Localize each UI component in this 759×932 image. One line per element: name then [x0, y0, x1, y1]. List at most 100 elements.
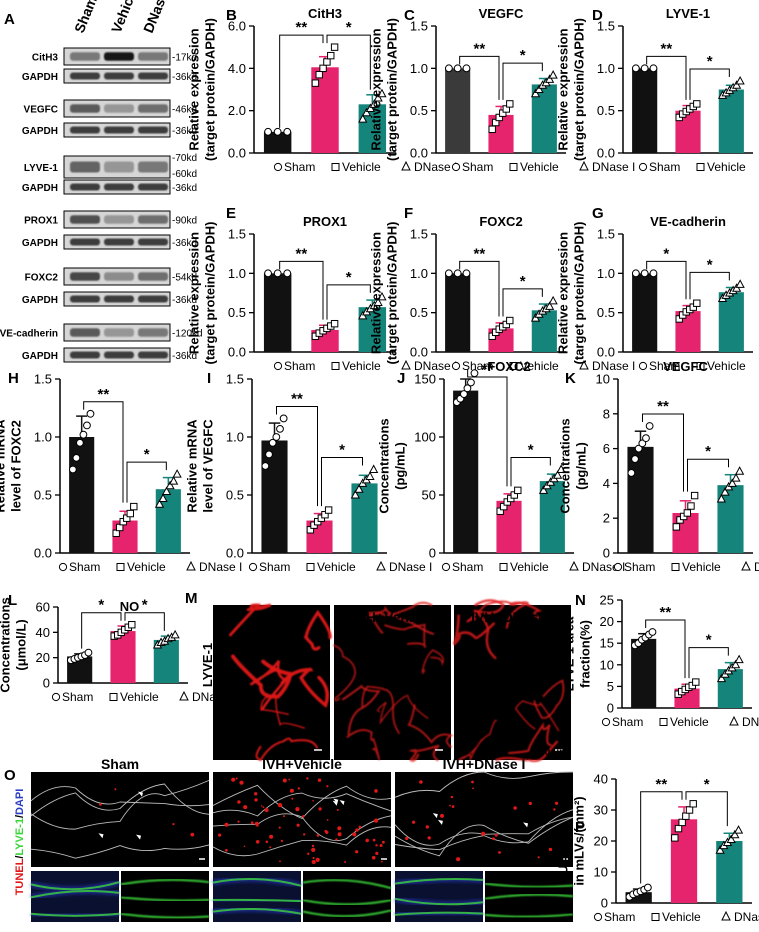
- data-point: [690, 491, 699, 500]
- tunel-dot: [254, 798, 258, 802]
- significance-bracket: [646, 55, 687, 100]
- bar-sham: [632, 68, 658, 153]
- data-point: [444, 64, 453, 73]
- data-point: [730, 829, 740, 839]
- data-point: [548, 295, 558, 305]
- legend-label: Sham: [452, 560, 483, 574]
- fluorescence-image: [334, 605, 451, 760]
- bar-dnase-i: [718, 89, 744, 153]
- y-tick-label: 20: [600, 614, 614, 629]
- legend-symbol-vehicle: [696, 163, 705, 171]
- blot-size-label: -36kd: [172, 295, 197, 306]
- legend-symbol-dnase: [729, 715, 739, 726]
- significance-mark: *: [706, 632, 712, 649]
- side-label-part: DAPI: [14, 789, 26, 815]
- legend-label: Sham: [604, 910, 635, 924]
- blot-band: [70, 183, 100, 191]
- chart-title: CitH3: [308, 6, 342, 21]
- data-point: [733, 825, 744, 834]
- data-point: [453, 269, 462, 278]
- data-point: [165, 480, 175, 490]
- legend-label: Vehicle: [670, 715, 709, 729]
- blot-size-label: -36kd: [172, 351, 197, 362]
- chart-p: P010203040TUNEL⁺ cellsin mLVs/(mm²)***Sh…: [556, 772, 759, 925]
- y-tick-label: 0.0: [226, 546, 244, 561]
- data-point: [470, 369, 479, 378]
- data-point: [638, 439, 647, 448]
- legend-symbol-sham: [638, 162, 648, 172]
- legend-label: Sham: [612, 715, 643, 729]
- legend-symbol-vehicle: [499, 563, 508, 571]
- legend-label: DNase I: [754, 560, 759, 574]
- y-tick-label: 150: [414, 372, 436, 387]
- blot-protein-label: LYVE-1: [24, 163, 59, 174]
- fluorescence-image: [454, 605, 571, 760]
- tunel-dot: [372, 838, 376, 842]
- y-axis-label: Relative mRNA: [0, 419, 7, 513]
- tunel-dot: [381, 860, 383, 863]
- data-point: [272, 433, 281, 441]
- vessel-path: [466, 600, 529, 623]
- tunel-dot: [311, 844, 315, 848]
- panel-label: H: [8, 370, 19, 387]
- y-axis-label: (pg/mL): [392, 442, 407, 490]
- blot-band: [70, 295, 100, 303]
- vessel-path: [229, 603, 272, 637]
- legend-label: Vehicle: [520, 359, 559, 373]
- tunel-dot: [326, 785, 329, 788]
- y-axis-label: (target protein/GAPDH): [202, 222, 217, 365]
- data-point: [460, 390, 468, 398]
- tunel-dot: [344, 861, 347, 863]
- blot-band: [104, 104, 134, 113]
- image-title: IVH+DNase I: [443, 756, 526, 772]
- western-blot-panel: A Sham Vehicle DNase I CitH3 -17kd GAPDH -36kd V…: [0, 0, 203, 363]
- blot-protein-label: GAPDH: [22, 126, 58, 137]
- tunel-dot: [528, 801, 532, 806]
- data-point: [76, 438, 84, 447]
- vessel-path: [255, 737, 318, 762]
- vessel-path: [249, 660, 288, 711]
- legend-label: Sham: [462, 160, 493, 174]
- side-label-part: /: [14, 815, 26, 818]
- y-axis-label: Concentrations: [558, 418, 573, 513]
- tunel-dot: [425, 825, 429, 829]
- data-point: [672, 523, 681, 531]
- blot-band: [70, 52, 100, 61]
- tunel-dot: [355, 828, 359, 832]
- tunel-dot: [237, 800, 241, 804]
- y-tick-label: 1.5: [410, 19, 428, 34]
- significance-bracket: [640, 791, 683, 884]
- arrowhead: [437, 819, 443, 825]
- data-point: [726, 834, 736, 843]
- tunel-dot: [481, 831, 486, 836]
- y-axis-label: Relative expression: [368, 28, 383, 150]
- bar-dnase-i: [155, 489, 181, 553]
- tunel-dot: [269, 834, 274, 839]
- legend-label: Vehicle: [520, 160, 559, 174]
- chart-i: I 0.0 0.5 1.0 1.5 Relative mRNA level of VEGFC…: [184, 370, 432, 574]
- legend-symbol-vehicle: [509, 163, 518, 171]
- blot-size-label: -36kd: [172, 72, 197, 83]
- image-title: IVH+Vehicle: [353, 609, 433, 625]
- chart-title: FOXC2: [487, 359, 530, 374]
- legend-symbol-vehicle: [659, 718, 668, 726]
- legend-symbol-dnase: [179, 690, 189, 701]
- significance-mark: *: [142, 597, 148, 614]
- legend-symbol-dnase: [376, 560, 386, 571]
- legend-label: Vehicle: [317, 560, 356, 574]
- legend-label: Sham: [284, 359, 315, 373]
- tunel-dot: [555, 801, 559, 805]
- tunel-dot: [291, 797, 294, 800]
- y-axis-label: Relative expression: [186, 232, 201, 354]
- chart-title: FOXC2: [479, 214, 522, 229]
- significance-bracket: [689, 68, 730, 100]
- tunel-dot: [336, 808, 339, 811]
- data-point: [170, 629, 180, 639]
- data-point: [692, 678, 700, 686]
- significance-mark: *: [663, 245, 669, 262]
- legend-label: Sham: [624, 560, 655, 574]
- significance-bracket: [81, 612, 122, 649]
- significance-mark: *: [520, 273, 526, 290]
- data-point: [514, 486, 522, 495]
